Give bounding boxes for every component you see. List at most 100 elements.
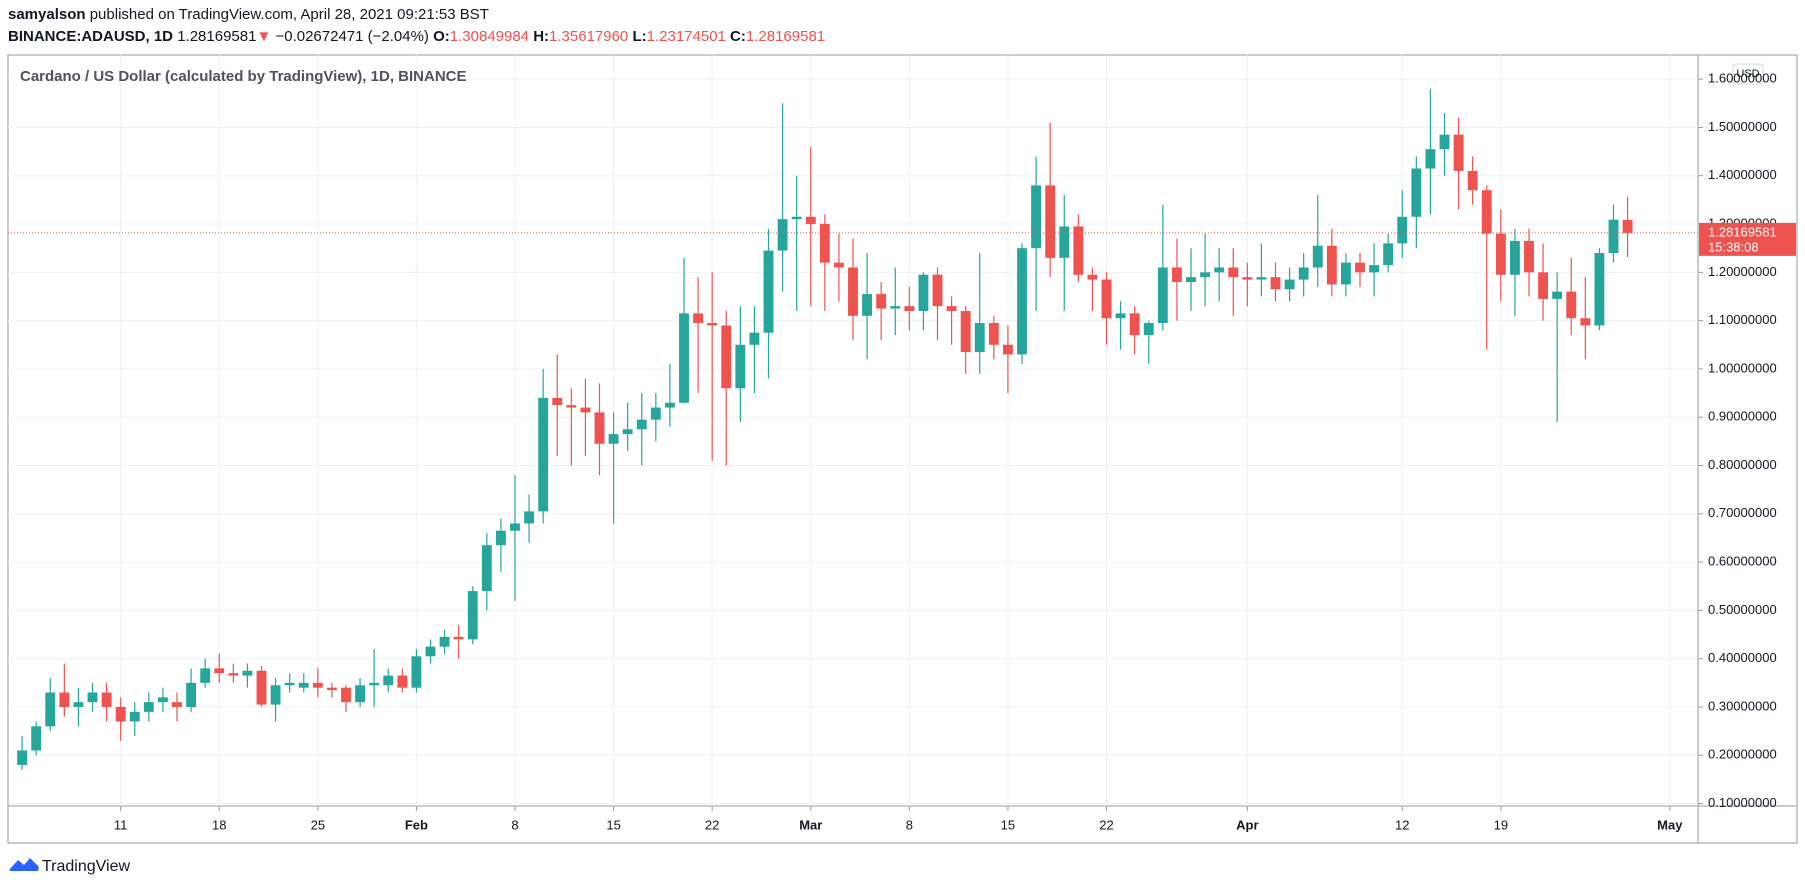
y-tick-label: 1.00000000 (1708, 360, 1777, 375)
candle-body (1045, 185, 1056, 258)
candle-body (101, 692, 112, 707)
chart-frame (7, 54, 1798, 844)
candle-body (59, 692, 70, 707)
currency: USD (1736, 68, 1759, 80)
candle-body (988, 323, 999, 345)
ohlc-value: 1.28169581 (745, 28, 826, 45)
y-tick-label: 0.90000000 (1708, 409, 1777, 424)
candle-body (1002, 344, 1013, 355)
currency-badge (1732, 63, 1764, 85)
candle-body (1087, 274, 1098, 280)
candle-body (707, 323, 718, 326)
candle-body (946, 306, 957, 311)
candle-body (87, 692, 98, 703)
y-tick-label: 0.20000000 (1708, 747, 1777, 762)
candle-body (1538, 272, 1549, 299)
candle-body (721, 325, 732, 389)
candle-body (1369, 265, 1380, 273)
ohlc-key: O: (433, 28, 450, 45)
x-tick-label: 18 (212, 817, 226, 832)
author: samyalson (8, 6, 86, 23)
candle-body (650, 407, 661, 420)
x-tick-label: 15 (606, 817, 620, 832)
candle-body (608, 434, 619, 444)
last-price: 1.28169581 (177, 28, 257, 45)
candle-body (1495, 233, 1506, 275)
candle-body (1326, 245, 1337, 285)
candle-body (1594, 253, 1605, 326)
candle-body (1200, 272, 1211, 278)
candle-body (341, 687, 351, 703)
candle-body (679, 313, 689, 403)
candle-body (664, 402, 675, 408)
y-tick-label: 0.50000000 (1708, 602, 1777, 617)
candle-body (890, 306, 901, 309)
candle-body (326, 687, 337, 691)
candle-body (312, 682, 323, 688)
candle-body (566, 405, 577, 408)
candle-body (552, 397, 563, 406)
candle-body (284, 682, 295, 686)
ohlc-value: 1.30849984 (449, 28, 530, 45)
x-tick-label: 11 (114, 817, 128, 832)
candle-body (819, 224, 830, 263)
y-tick-label: 0.40000000 (1708, 650, 1777, 665)
candle-body (17, 750, 28, 765)
ohlc-value: 1.35617960 (549, 28, 629, 45)
candle-body (186, 682, 197, 707)
candle-body (1214, 267, 1225, 273)
candle-body (1017, 248, 1027, 355)
candle-body (115, 706, 126, 722)
x-tick-label: 19 (1494, 817, 1508, 832)
candle-body (1467, 170, 1478, 191)
candle-body (1115, 313, 1126, 319)
candle-body (270, 685, 281, 705)
candle-body (538, 397, 549, 512)
candle-body (1580, 318, 1591, 326)
candle-body (974, 323, 985, 353)
x-tick-label: 15 (1001, 817, 1015, 832)
candle-body (143, 702, 154, 712)
candle-body (495, 530, 506, 546)
candle-body (904, 306, 915, 311)
y-tick-label: 0.30000000 (1708, 698, 1777, 713)
candle-body (1101, 279, 1112, 319)
candle-body (735, 344, 746, 389)
candle-body (397, 675, 408, 688)
y-tick-label: 0.80000000 (1708, 457, 1777, 472)
symbol: BINANCE:ADAUSD, 1D (8, 28, 174, 45)
candle-body (1228, 267, 1239, 278)
change: −0.02672471 (−2.04%) (275, 28, 429, 45)
candle-body (298, 682, 309, 688)
x-tick-label: May (1657, 817, 1683, 832)
candle-body (622, 429, 633, 435)
candle-body (1453, 134, 1464, 171)
ohlc-value: 1.23174501 (646, 28, 726, 45)
last-price-box (1699, 222, 1796, 256)
candle-body (1340, 262, 1351, 285)
candle-body (1524, 240, 1534, 273)
candle-body (425, 646, 436, 657)
y-tick-label: 0.60000000 (1708, 554, 1777, 569)
candle-body (453, 636, 464, 640)
candle-body (1186, 277, 1196, 282)
candle-body (1284, 279, 1295, 290)
candle-body (1552, 291, 1563, 299)
candle-body (214, 668, 225, 674)
candle-body (1622, 219, 1633, 233)
candle-body (411, 656, 422, 688)
candles (17, 88, 1633, 770)
candle-body (1411, 168, 1422, 217)
candle-body (45, 692, 56, 727)
y-tick-label: 1.20000000 (1708, 264, 1777, 279)
brand-logo (9, 858, 39, 871)
x-tick-label: 8 (906, 817, 913, 832)
candle-body (1566, 291, 1577, 319)
publish-line: samyalson published on TradingView.com, … (8, 6, 489, 23)
candle-body (1425, 149, 1436, 169)
x-tick-label: 8 (511, 817, 518, 832)
x-tick-label: 25 (311, 817, 325, 832)
countdown: 15:38:08 (1708, 239, 1759, 254)
candle-body (1242, 277, 1253, 280)
